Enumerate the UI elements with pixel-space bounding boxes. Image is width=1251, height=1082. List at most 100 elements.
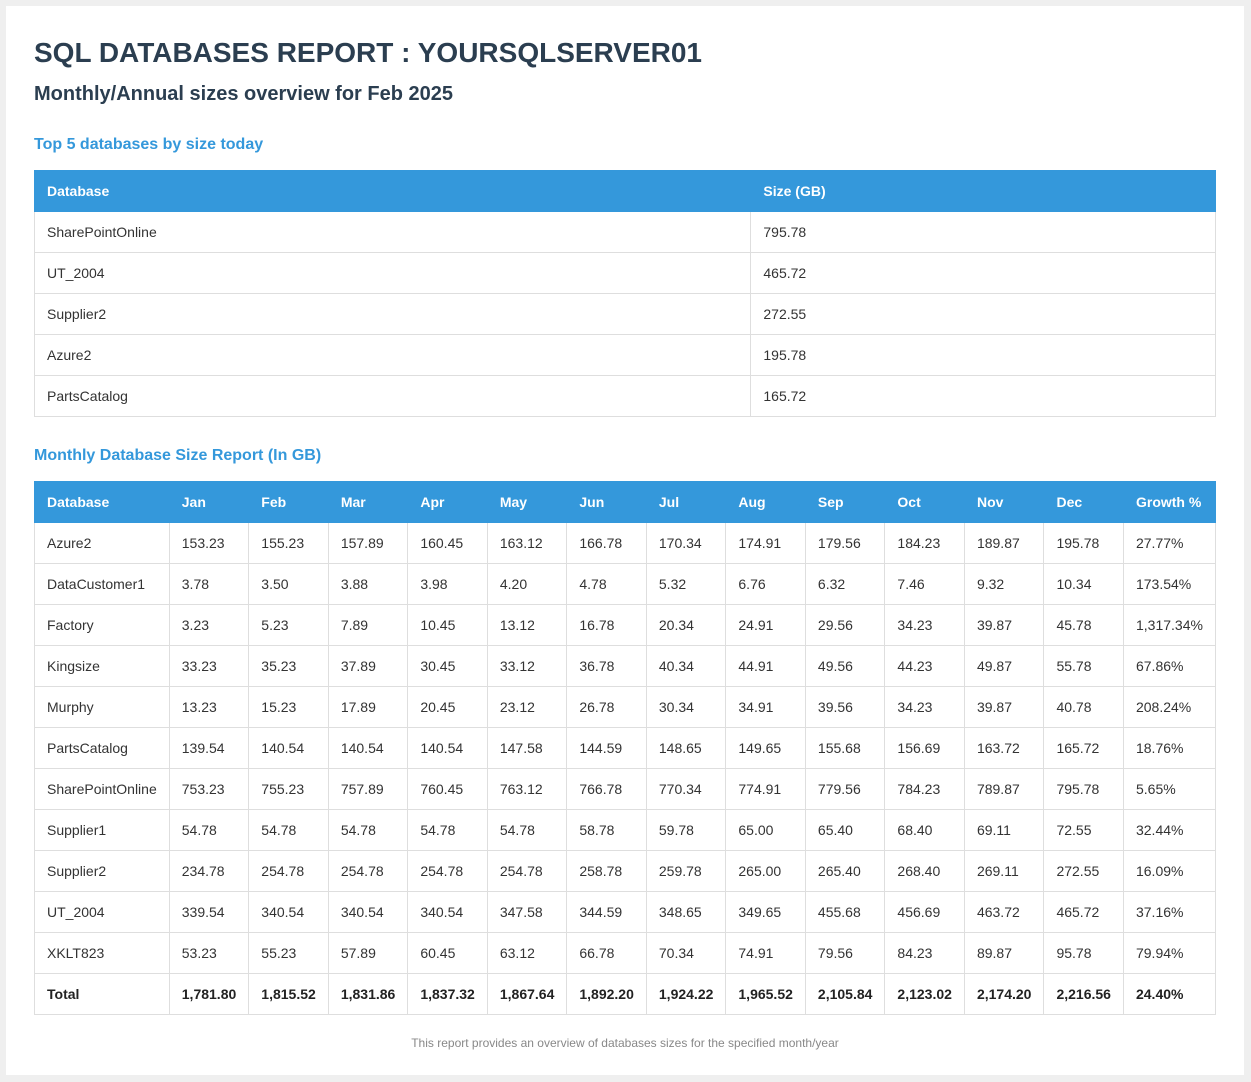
database-name-cell: PartsCatalog	[34, 727, 170, 769]
top5-column-header: Size (GB)	[750, 170, 1216, 212]
value-cell: 7.89	[327, 604, 409, 646]
monthly-column-header: Sep	[804, 481, 886, 523]
value-cell: 254.78	[248, 850, 329, 892]
table-row: UT_2004 465.72	[33, 252, 1216, 294]
database-name-cell: DataCustomer1	[34, 563, 170, 605]
total-label-cell: Total	[34, 973, 170, 1015]
database-name-cell: Supplier1	[34, 809, 170, 851]
value-cell: 32.44%	[1122, 809, 1217, 851]
monthly-column-header: Dec	[1043, 481, 1124, 523]
value-cell: 174.91	[725, 522, 806, 564]
value-cell: 208.24%	[1122, 686, 1217, 728]
value-cell: 795.78	[1043, 768, 1124, 810]
value-cell: 789.87	[963, 768, 1045, 810]
top5-section-title: Top 5 databases by size today	[34, 136, 264, 153]
value-cell: 36.78	[566, 645, 647, 687]
value-cell: 45.78	[1043, 604, 1124, 646]
value-cell: 30.45	[407, 645, 488, 687]
value-cell: 69.11	[963, 809, 1045, 851]
value-cell: 49.56	[804, 645, 886, 687]
monthly-column-header: May	[486, 481, 568, 523]
report-subtitle: Monthly/Annual sizes overview for Feb 20…	[34, 83, 454, 105]
database-name-cell: Supplier2	[33, 293, 752, 335]
value-cell: 7.46	[884, 563, 965, 605]
database-name-cell: PartsCatalog	[33, 375, 752, 417]
value-cell: 347.58	[486, 891, 568, 933]
value-cell: 140.54	[248, 727, 329, 769]
database-name-cell: Factory	[34, 604, 170, 646]
database-name-cell: Azure2	[34, 522, 170, 564]
value-cell: 54.78	[486, 809, 568, 851]
value-cell: 67.86%	[1122, 645, 1217, 687]
value-cell: 29.56	[804, 604, 886, 646]
value-cell: 254.78	[407, 850, 488, 892]
value-cell: 57.89	[327, 932, 409, 974]
value-cell: 3.78	[168, 563, 250, 605]
value-cell: 6.32	[804, 563, 886, 605]
total-value-cell: 1,892.20	[566, 973, 647, 1015]
value-cell: 456.69	[884, 891, 965, 933]
value-cell: 340.54	[407, 891, 488, 933]
total-value-cell: 24.40%	[1122, 973, 1217, 1015]
value-cell: 153.23	[168, 522, 250, 564]
value-cell: 340.54	[248, 891, 329, 933]
value-cell: 65.00	[725, 809, 806, 851]
top5-header-row: Database Size (GB)	[33, 170, 1216, 212]
value-cell: 72.55	[1043, 809, 1124, 851]
value-cell: 9.32	[963, 563, 1045, 605]
value-cell: 39.56	[804, 686, 886, 728]
size-cell: 272.55	[750, 293, 1216, 335]
value-cell: 763.12	[486, 768, 568, 810]
value-cell: 173.54%	[1122, 563, 1217, 605]
monthly-column-header: Oct	[884, 481, 965, 523]
monthly-column-header: Mar	[327, 481, 409, 523]
value-cell: 774.91	[725, 768, 806, 810]
value-cell: 13.23	[168, 686, 250, 728]
value-cell: 37.89	[327, 645, 409, 687]
value-cell: 140.54	[327, 727, 409, 769]
value-cell: 59.78	[645, 809, 727, 851]
report-title: SQL DATABASES REPORT : YOURSQLSERVER01	[34, 37, 702, 68]
table-row: Murphy 13.23 15.23 17.89 20.45 23.12 26.78 30.3…	[34, 686, 1217, 728]
value-cell: 84.23	[884, 932, 965, 974]
table-row: XKLT823 53.23 55.23 57.89 60.45 63.12 66.78 70.…	[34, 932, 1217, 974]
value-cell: 258.78	[566, 850, 647, 892]
value-cell: 54.78	[248, 809, 329, 851]
total-value-cell: 1,837.32	[407, 973, 488, 1015]
value-cell: 44.23	[884, 645, 965, 687]
value-cell: 20.45	[407, 686, 488, 728]
value-cell: 770.34	[645, 768, 727, 810]
value-cell: 89.87	[963, 932, 1045, 974]
value-cell: 149.65	[725, 727, 806, 769]
total-value-cell: 2,105.84	[804, 973, 886, 1015]
value-cell: 79.56	[804, 932, 886, 974]
value-cell: 39.87	[963, 686, 1045, 728]
value-cell: 95.78	[1043, 932, 1124, 974]
value-cell: 784.23	[884, 768, 965, 810]
value-cell: 179.56	[804, 522, 886, 564]
table-row: Factory 3.23 5.23 7.89 10.45 13.12 16.78 20.34 2…	[34, 604, 1217, 646]
value-cell: 3.98	[407, 563, 488, 605]
value-cell: 40.78	[1043, 686, 1124, 728]
value-cell: 163.72	[963, 727, 1045, 769]
value-cell: 760.45	[407, 768, 488, 810]
database-name-cell: UT_2004	[34, 891, 170, 933]
total-value-cell: 2,123.02	[884, 973, 965, 1015]
value-cell: 155.23	[248, 522, 329, 564]
database-name-cell: XKLT823	[34, 932, 170, 974]
value-cell: 10.34	[1043, 563, 1124, 605]
value-cell: 79.94%	[1122, 932, 1217, 974]
value-cell: 155.68	[804, 727, 886, 769]
value-cell: 33.23	[168, 645, 250, 687]
value-cell: 254.78	[486, 850, 568, 892]
value-cell: 60.45	[407, 932, 488, 974]
value-cell: 58.78	[566, 809, 647, 851]
table-row: Supplier2 234.78 254.78 254.78 254.78 254.78 2…	[34, 850, 1217, 892]
table-row: SharePointOnline 795.78	[33, 211, 1216, 253]
table-row: Supplier2 272.55	[33, 293, 1216, 335]
table-row: Azure2 195.78	[33, 334, 1216, 376]
value-cell: 272.55	[1043, 850, 1124, 892]
value-cell: 30.34	[645, 686, 727, 728]
value-cell: 26.78	[566, 686, 647, 728]
value-cell: 66.78	[566, 932, 647, 974]
